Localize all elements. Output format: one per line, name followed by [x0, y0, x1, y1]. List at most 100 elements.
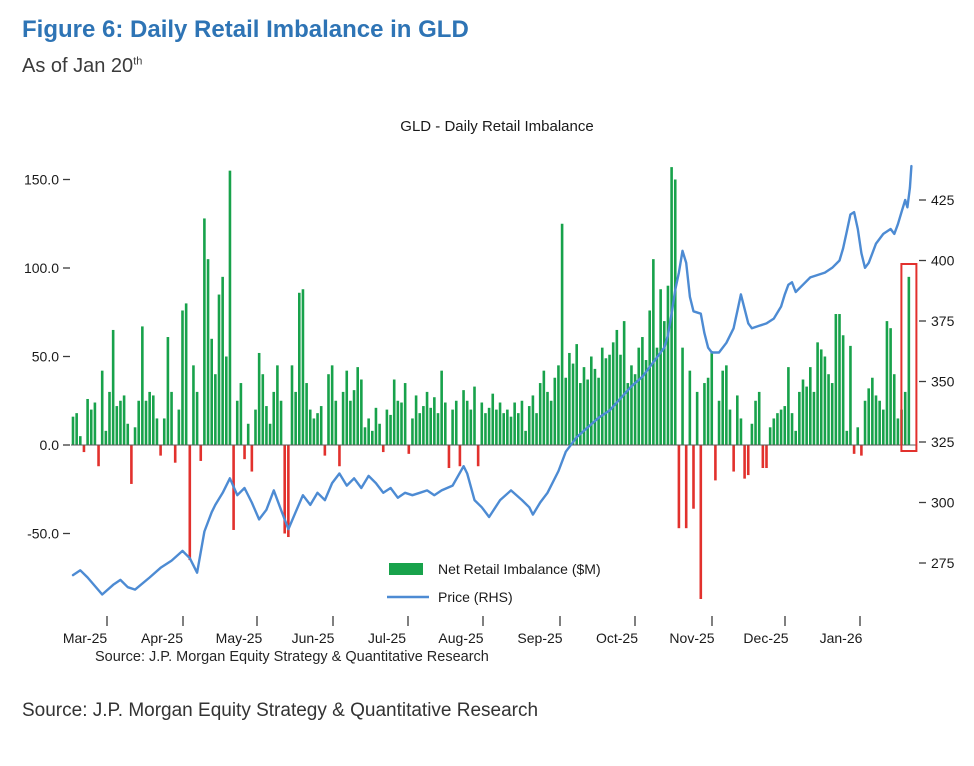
bar: [203, 218, 206, 445]
bar: [235, 400, 239, 445]
bar: [111, 329, 115, 445]
bar: [265, 406, 268, 445]
bar: [330, 365, 334, 445]
y-right-tick-label: 350: [931, 374, 955, 390]
bar: [590, 356, 593, 445]
bar: [476, 445, 480, 467]
x-axis-label: Apr-25: [141, 630, 183, 646]
bar: [768, 427, 772, 445]
bar: [513, 402, 516, 445]
as-of-superscript: th: [133, 55, 143, 68]
bar: [363, 427, 367, 445]
bar: [152, 395, 155, 445]
bar: [188, 445, 192, 561]
bar: [695, 391, 699, 445]
bar: [779, 409, 783, 445]
bar: [688, 370, 692, 445]
bar: [279, 400, 283, 445]
bar: [301, 289, 305, 445]
y-right-tick-label: 300: [931, 495, 955, 511]
bar: [210, 338, 213, 445]
bar: [206, 259, 210, 445]
bar: [509, 416, 513, 445]
bar: [663, 321, 666, 445]
page-title: Figure 6: Daily Retail Imbalance in GLD: [22, 16, 469, 43]
bar: [126, 423, 130, 445]
bar: [907, 276, 911, 445]
legend-bar-label: Net Retail Imbalance ($M): [438, 561, 601, 577]
bar: [403, 383, 407, 445]
y-right-tick-label: 325: [931, 434, 955, 450]
bar: [484, 413, 487, 445]
page-source: Source: J.P. Morgan Equity Strategy & Qu…: [22, 700, 539, 721]
bar: [195, 391, 199, 445]
bar: [305, 383, 308, 445]
bar: [874, 395, 878, 445]
x-axis-label: Jun-25: [292, 630, 335, 646]
bar: [93, 402, 97, 445]
bar: [312, 418, 316, 445]
bar: [626, 383, 630, 445]
bar: [257, 352, 261, 445]
bar: [407, 445, 411, 454]
bar: [699, 445, 703, 599]
bar: [684, 445, 688, 529]
legend: Net Retail Imbalance ($M) Price (RHS): [387, 561, 601, 605]
bar: [276, 365, 279, 445]
bar: [860, 445, 863, 456]
bar: [798, 391, 801, 445]
bar: [225, 356, 228, 445]
bar: [261, 374, 265, 445]
bar: [506, 409, 509, 445]
bar: [535, 413, 538, 445]
bar: [838, 314, 841, 445]
bar: [538, 383, 542, 445]
bar: [356, 367, 359, 445]
bar: [214, 374, 217, 445]
bar: [903, 391, 907, 445]
x-axis-label: Oct-25: [596, 630, 638, 646]
bar: [469, 409, 473, 445]
bar: [86, 398, 89, 445]
bar: [714, 445, 717, 481]
bar: [604, 358, 608, 445]
bar: [115, 406, 119, 445]
bar: [173, 445, 177, 463]
bar: [666, 285, 670, 445]
bar: [327, 374, 330, 445]
y-axis-left: 150.0 100.0 50.0 0.0 -50.0: [24, 172, 70, 542]
price-line: [71, 164, 913, 596]
chart-container: GLD - Daily Retail Imbalance 150.0 100.0 5…: [0, 95, 974, 675]
bar: [889, 328, 892, 445]
bar: [100, 370, 104, 445]
bar: [422, 406, 425, 445]
bar: [812, 391, 816, 445]
bar: [527, 406, 531, 445]
bar: [166, 337, 170, 445]
bar: [845, 430, 849, 445]
bar: [144, 400, 148, 445]
bar: [579, 383, 582, 445]
bar: [181, 310, 184, 445]
chart-source: Source: J.P. Morgan Equity Strategy & Qu…: [95, 649, 489, 665]
bar: [71, 416, 75, 445]
bar: [341, 391, 345, 445]
bar: [765, 445, 768, 469]
y-left-tick-label: 0.0: [40, 437, 60, 453]
bar: [892, 374, 896, 445]
bar: [600, 347, 604, 445]
bar: [454, 400, 458, 445]
bar: [546, 391, 549, 445]
bar: [184, 303, 188, 445]
bar: [710, 351, 714, 445]
bar: [268, 423, 272, 445]
bar: [334, 400, 338, 445]
bar: [841, 335, 845, 445]
bar: [447, 445, 451, 469]
bar: [345, 370, 349, 445]
bar: [199, 445, 203, 461]
bar: [137, 400, 140, 445]
bar: [429, 407, 432, 445]
bar: [754, 400, 757, 445]
bar: [867, 388, 870, 445]
